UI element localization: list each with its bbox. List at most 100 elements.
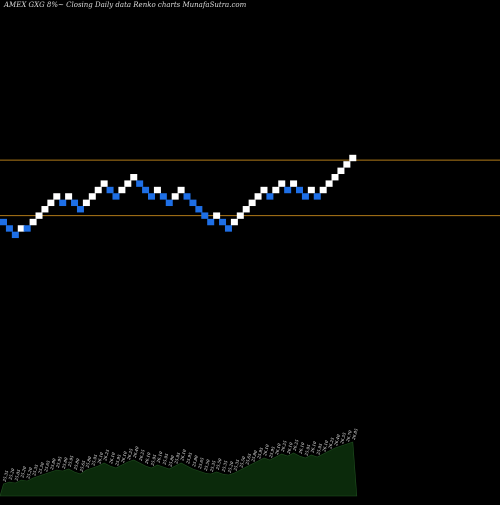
brick-43	[254, 193, 262, 200]
brick-38	[224, 225, 232, 232]
brick-14	[82, 199, 90, 207]
brick-8	[47, 199, 55, 207]
volume-label-24: 26.10	[143, 451, 151, 465]
volume-label-2: 25.05	[13, 468, 21, 482]
brick-20	[118, 186, 126, 194]
brick-5	[29, 218, 37, 226]
volume-label-35: 25.35	[209, 459, 217, 473]
brick-10	[59, 199, 67, 207]
brick-44	[260, 186, 268, 194]
brick-52	[307, 186, 315, 194]
brick-59	[349, 154, 357, 162]
volume-label-28: 25.80	[167, 454, 175, 468]
brick-19	[112, 193, 120, 200]
volume-label-37: 25.35	[220, 459, 228, 473]
volume-label-29: 25.95	[173, 451, 181, 465]
volume-labels: 25.3525.2025.0525.2025.2025.3525.5025.65…	[1, 427, 358, 483]
renko-bricks	[0, 154, 357, 239]
brick-49	[290, 180, 298, 187]
brick-4	[23, 225, 31, 232]
brick-17	[100, 180, 108, 187]
volume-label-22: 26.40	[132, 445, 140, 459]
volume-label-55: 26.25	[327, 436, 335, 450]
brick-9	[53, 193, 61, 200]
volume-label-12: 25.80	[72, 457, 80, 471]
brick-40	[236, 212, 244, 219]
volume-label-50: 26.10	[297, 441, 305, 455]
brick-2	[11, 231, 19, 239]
volume-label-41: 25.65	[244, 452, 252, 466]
volume-label-40: 25.50	[238, 455, 246, 469]
brick-54	[319, 186, 327, 194]
brick-11	[65, 193, 73, 200]
brick-39	[230, 218, 238, 226]
brick-37	[219, 218, 227, 226]
brick-41	[242, 206, 250, 213]
brick-32	[189, 199, 197, 207]
brick-48	[284, 186, 292, 194]
volume-fill	[0, 441, 358, 497]
brick-28	[165, 199, 173, 207]
brick-47	[278, 180, 286, 187]
brick-16	[94, 186, 102, 194]
volume-label-19: 25.95	[114, 453, 122, 467]
volume-label-34: 25.50	[203, 458, 211, 472]
volume-label-53: 25.95	[315, 442, 323, 456]
volume-label-16: 26.10	[96, 451, 104, 465]
volume-label-7: 25.65	[43, 459, 51, 473]
volume-label-26: 26.10	[155, 450, 163, 464]
volume-label-43: 25.95	[256, 446, 264, 460]
volume-label-46: 26.10	[274, 442, 282, 456]
volume-label-49: 26.25	[291, 438, 299, 452]
brick-0	[0, 218, 7, 226]
volume-label-5: 25.35	[31, 463, 39, 477]
brick-35	[207, 218, 215, 226]
brick-1	[5, 225, 13, 232]
volume-label-14: 25.80	[84, 455, 92, 469]
volume-label-9: 25.95	[55, 455, 63, 469]
volume-label-6: 25.50	[37, 461, 45, 475]
volume-label-45: 25.95	[268, 445, 276, 459]
brick-24	[142, 186, 150, 194]
brick-31	[183, 193, 191, 200]
brick-3	[17, 225, 25, 232]
volume-label-4: 25.20	[25, 466, 33, 480]
volume-label-47: 26.25	[280, 439, 288, 453]
brick-53	[313, 193, 321, 200]
volume-label-52: 26.10	[309, 440, 317, 454]
volume-label-44: 26.10	[262, 443, 270, 457]
volume-label-31: 25.95	[185, 451, 193, 465]
volume-label-27: 25.95	[161, 452, 169, 466]
brick-23	[136, 180, 144, 187]
brick-18	[106, 186, 114, 194]
volume-area	[0, 441, 358, 497]
volume-label-10: 25.80	[61, 456, 69, 470]
volume-label-21: 26.25	[126, 447, 134, 461]
brick-42	[248, 199, 256, 207]
volume-label-59: 26.85	[351, 427, 359, 441]
brick-30	[177, 186, 185, 194]
volume-label-11: 25.95	[66, 454, 74, 468]
volume-label-57: 26.55	[339, 431, 347, 445]
volume-label-30: 26.10	[179, 448, 187, 462]
brick-58	[343, 161, 351, 168]
volume-label-23: 26.25	[138, 448, 146, 462]
brick-25	[148, 193, 155, 200]
volume-label-32: 25.80	[191, 454, 199, 468]
brick-50	[296, 186, 303, 194]
brick-29	[171, 193, 179, 200]
volume-label-13: 25.65	[78, 459, 86, 473]
brick-13	[76, 206, 84, 213]
brick-36	[213, 212, 221, 219]
volume-label-8: 25.80	[49, 457, 57, 471]
brick-7	[41, 206, 49, 213]
volume-label-38: 25.20	[226, 460, 234, 474]
volume-label-39: 25.35	[232, 458, 240, 472]
volume-label-42: 25.80	[250, 449, 258, 463]
brick-21	[124, 180, 132, 187]
volume-label-17: 26.25	[102, 448, 110, 462]
volume-label-15: 25.95	[90, 453, 98, 467]
brick-6	[35, 212, 43, 219]
